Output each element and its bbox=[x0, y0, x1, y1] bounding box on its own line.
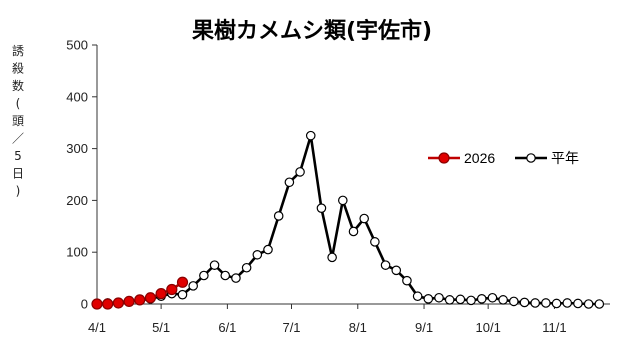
data-point bbox=[177, 289, 188, 300]
x-tick-label: 11/1 bbox=[542, 320, 566, 335]
data-point bbox=[348, 226, 359, 237]
y-axis-label: 誘殺数 ( 頭 ／ 5 日) bbox=[12, 44, 24, 198]
data-point bbox=[295, 167, 305, 177]
plot-area bbox=[91, 130, 605, 310]
data-point bbox=[176, 276, 189, 288]
data-point bbox=[252, 249, 263, 260]
data-point bbox=[273, 211, 284, 221]
data-point bbox=[423, 294, 434, 304]
data-point bbox=[519, 297, 530, 308]
data-point bbox=[338, 195, 348, 206]
data-point bbox=[509, 296, 519, 307]
data-point bbox=[391, 265, 402, 276]
y-label-char: ／ bbox=[12, 132, 24, 146]
chart-title: 果樹カメムシ類(宇佐市) bbox=[192, 18, 432, 44]
x-axis: 4/1 5/1 6/1 7/1 8/1 9/1 10/1 11/1 bbox=[88, 303, 610, 335]
data-point bbox=[188, 281, 198, 291]
data-point bbox=[583, 299, 594, 309]
series-2026 bbox=[91, 276, 189, 310]
legend-item-normal-year: 平年 bbox=[515, 150, 579, 166]
data-point bbox=[487, 292, 498, 303]
y-label-char: 日 bbox=[12, 167, 24, 181]
y-label-char: ) bbox=[16, 184, 21, 198]
x-tick-label: 5/1 bbox=[152, 320, 170, 335]
y-label-char: 誘 bbox=[12, 44, 24, 58]
data-point bbox=[370, 237, 380, 247]
y-axis: 0 100 200 300 400 500 bbox=[66, 38, 98, 312]
y-tick-label: 0 bbox=[81, 297, 88, 312]
data-point bbox=[316, 203, 327, 213]
data-point bbox=[305, 130, 316, 141]
y-label-char: ( bbox=[16, 97, 21, 111]
data-point bbox=[263, 244, 273, 255]
y-tick-label: 300 bbox=[66, 141, 88, 156]
data-point bbox=[231, 273, 241, 283]
data-point bbox=[380, 260, 391, 270]
data-point bbox=[144, 292, 157, 304]
data-point bbox=[402, 275, 412, 286]
data-point bbox=[327, 252, 337, 263]
x-tick-label: 8/1 bbox=[349, 320, 367, 335]
data-point bbox=[412, 291, 423, 302]
series-line bbox=[96, 134, 600, 306]
data-point bbox=[123, 295, 135, 308]
data-point bbox=[134, 294, 146, 306]
data-point bbox=[444, 295, 455, 305]
y-label-char: 数 bbox=[12, 78, 24, 93]
data-point bbox=[112, 297, 124, 309]
data-point bbox=[530, 298, 540, 308]
legend-label: 平年 bbox=[551, 150, 579, 166]
data-point bbox=[91, 298, 103, 310]
data-point bbox=[209, 260, 220, 270]
data-point bbox=[155, 288, 167, 300]
y-tick-label: 100 bbox=[66, 245, 88, 260]
legend-item-2026: 2026 bbox=[428, 150, 495, 166]
data-point bbox=[199, 270, 209, 281]
data-point bbox=[359, 213, 369, 224]
data-point bbox=[498, 295, 508, 305]
data-point bbox=[541, 298, 551, 308]
x-tick-label: 10/1 bbox=[476, 320, 501, 335]
y-tick-label: 200 bbox=[66, 193, 88, 208]
data-point bbox=[220, 270, 231, 281]
data-point bbox=[562, 298, 573, 308]
data-point bbox=[573, 298, 583, 309]
data-point bbox=[476, 294, 487, 304]
data-point bbox=[551, 298, 562, 309]
y-label-char: 頭 bbox=[12, 114, 24, 128]
y-tick-label: 500 bbox=[66, 38, 88, 53]
data-point bbox=[466, 295, 476, 306]
data-point bbox=[241, 262, 252, 273]
data-point bbox=[166, 283, 178, 296]
data-point bbox=[594, 299, 605, 309]
y-label-char: 殺 bbox=[12, 62, 24, 76]
legend-label: 2026 bbox=[464, 150, 495, 166]
x-tick-label: 6/1 bbox=[218, 320, 236, 335]
legend: 2026 平年 bbox=[428, 150, 579, 166]
data-point bbox=[102, 298, 114, 310]
data-point bbox=[455, 294, 466, 305]
legend-marker bbox=[526, 153, 536, 163]
x-tick-label: 9/1 bbox=[415, 320, 433, 335]
x-tick-label: 4/1 bbox=[88, 320, 106, 335]
y-tick-label: 400 bbox=[66, 89, 88, 104]
y-label-char: 5 bbox=[14, 149, 22, 163]
legend-marker bbox=[438, 152, 450, 164]
x-tick-label: 7/1 bbox=[282, 320, 300, 335]
data-point bbox=[284, 177, 295, 188]
data-point bbox=[434, 292, 444, 303]
